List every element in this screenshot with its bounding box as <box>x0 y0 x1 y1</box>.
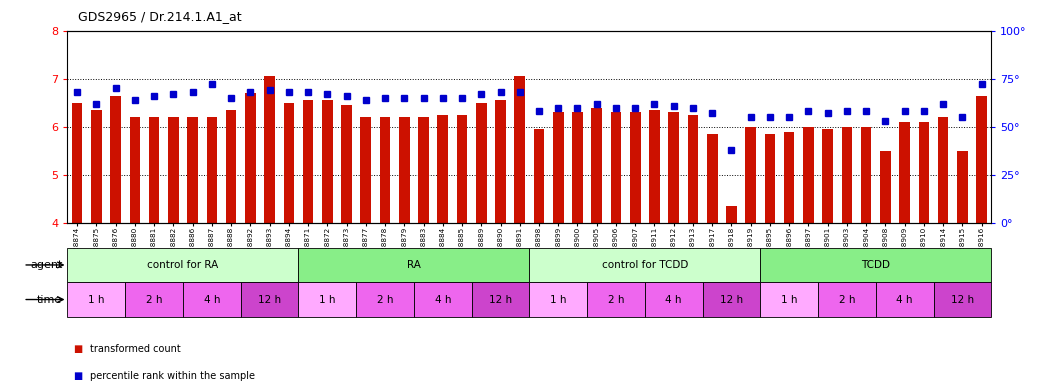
Bar <box>727 206 737 223</box>
Text: 12 h: 12 h <box>258 295 281 305</box>
Bar <box>72 103 82 223</box>
Bar <box>67 282 126 317</box>
Text: 12 h: 12 h <box>951 295 974 305</box>
Bar <box>360 117 371 223</box>
Text: 2 h: 2 h <box>145 295 162 305</box>
Text: 1 h: 1 h <box>319 295 335 305</box>
Bar <box>745 127 756 223</box>
Bar <box>148 117 160 223</box>
Text: 2 h: 2 h <box>839 295 855 305</box>
Bar <box>299 248 529 282</box>
Text: 1 h: 1 h <box>88 295 105 305</box>
Bar <box>299 282 356 317</box>
Bar <box>899 122 910 223</box>
Bar <box>919 122 929 223</box>
Bar <box>588 282 645 317</box>
Bar <box>760 282 818 317</box>
Text: 12 h: 12 h <box>720 295 743 305</box>
Bar <box>572 113 582 223</box>
Bar <box>110 96 120 223</box>
Bar <box>245 93 255 223</box>
Bar <box>399 117 410 223</box>
Text: 2 h: 2 h <box>607 295 624 305</box>
Bar <box>342 105 352 223</box>
Bar <box>207 117 217 223</box>
Bar <box>303 100 313 223</box>
Text: transformed count: transformed count <box>90 344 181 354</box>
Bar <box>515 76 525 223</box>
Text: 4 h: 4 h <box>897 295 913 305</box>
Bar <box>529 282 588 317</box>
Bar <box>168 117 179 223</box>
Bar <box>592 108 602 223</box>
Bar <box>842 127 852 223</box>
Bar <box>876 282 933 317</box>
Bar <box>437 115 448 223</box>
Bar <box>630 113 640 223</box>
Text: ■: ■ <box>73 344 82 354</box>
Bar <box>784 131 794 223</box>
Bar <box>803 127 814 223</box>
Text: TCDD: TCDD <box>862 260 891 270</box>
Bar <box>495 100 506 223</box>
Bar <box>760 248 991 282</box>
Bar <box>67 248 299 282</box>
Bar <box>283 103 294 223</box>
Bar <box>977 96 987 223</box>
Text: 12 h: 12 h <box>489 295 512 305</box>
Bar <box>529 248 760 282</box>
Text: 4 h: 4 h <box>665 295 682 305</box>
Bar <box>126 282 183 317</box>
Text: 1 h: 1 h <box>550 295 567 305</box>
Text: 2 h: 2 h <box>377 295 393 305</box>
Text: ■: ■ <box>73 371 82 381</box>
Bar <box>933 282 991 317</box>
Text: 4 h: 4 h <box>435 295 452 305</box>
Bar <box>645 282 703 317</box>
Bar <box>476 103 487 223</box>
Bar <box>457 115 467 223</box>
Bar <box>534 129 544 223</box>
Bar <box>241 282 299 317</box>
Bar <box>91 110 102 223</box>
Bar <box>880 151 891 223</box>
Bar <box>765 134 775 223</box>
Bar <box>688 115 699 223</box>
Text: control for RA: control for RA <box>147 260 219 270</box>
Bar <box>818 282 876 317</box>
Text: 4 h: 4 h <box>203 295 220 305</box>
Bar <box>414 282 471 317</box>
Text: time: time <box>37 295 62 305</box>
Bar <box>861 127 872 223</box>
Bar <box>471 282 529 317</box>
Text: percentile rank within the sample: percentile rank within the sample <box>90 371 255 381</box>
Bar <box>380 117 390 223</box>
Text: agent: agent <box>30 260 62 270</box>
Bar <box>187 117 198 223</box>
Text: RA: RA <box>407 260 420 270</box>
Bar <box>226 110 237 223</box>
Bar <box>183 282 241 317</box>
Text: GDS2965 / Dr.214.1.A1_at: GDS2965 / Dr.214.1.A1_at <box>78 10 242 23</box>
Bar <box>553 113 564 223</box>
Bar <box>668 113 679 223</box>
Bar <box>130 117 140 223</box>
Bar <box>418 117 429 223</box>
Bar <box>356 282 414 317</box>
Text: 1 h: 1 h <box>781 295 797 305</box>
Text: control for TCDD: control for TCDD <box>602 260 688 270</box>
Bar <box>649 110 660 223</box>
Bar <box>322 100 332 223</box>
Bar <box>957 151 967 223</box>
Bar <box>938 117 949 223</box>
Bar <box>265 76 275 223</box>
Bar <box>703 282 760 317</box>
Bar <box>610 113 622 223</box>
Bar <box>822 129 832 223</box>
Bar <box>707 134 717 223</box>
